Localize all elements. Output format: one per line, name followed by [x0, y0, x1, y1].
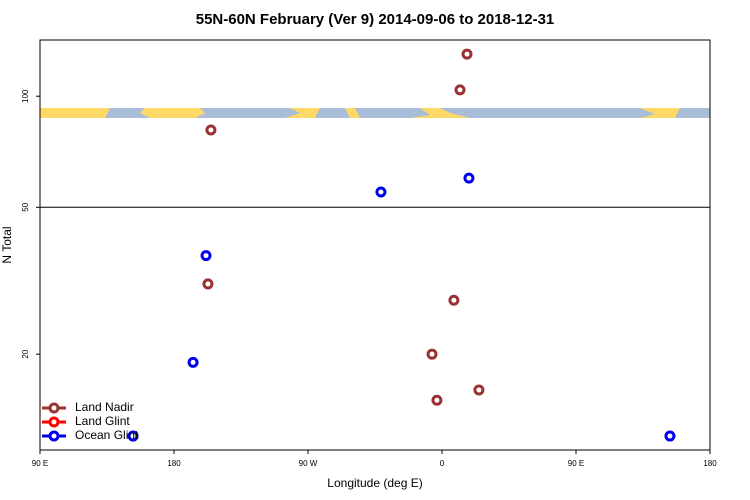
point	[461, 48, 473, 60]
legend-marker	[48, 402, 60, 414]
point	[205, 124, 217, 136]
point	[202, 278, 214, 290]
y-tick-label: 20	[21, 349, 30, 358]
point	[187, 356, 199, 368]
point	[127, 430, 139, 442]
map-strip	[40, 108, 710, 118]
legend-label: Land Glint	[75, 414, 130, 428]
point	[448, 294, 460, 306]
x-tick-label: 90 W	[299, 459, 318, 468]
plot-frame	[39, 39, 711, 451]
point	[454, 84, 466, 96]
chart-title: 55N-60N February (Ver 9) 2014-09-06 to 2…	[196, 11, 555, 28]
point	[664, 430, 676, 442]
x-tick-label: 90 E	[568, 459, 584, 468]
x-tick-label: 180	[167, 459, 181, 468]
y-tick-label: 100	[21, 89, 30, 103]
legend-label: Ocean Glint	[75, 428, 139, 442]
legend-label: Land Nadir	[75, 400, 134, 414]
legend-marker	[48, 430, 60, 442]
y-axis-label: N Total	[0, 226, 14, 263]
x-axis-label: Longitude (deg E)	[327, 476, 422, 490]
legend-marker	[48, 416, 60, 428]
point	[375, 186, 387, 198]
x-tick-label: 90 E	[32, 459, 48, 468]
y-tick-label: 50	[21, 202, 30, 211]
x-tick-label: 0	[440, 459, 445, 468]
x-tick-label: 180	[703, 459, 717, 468]
point	[426, 348, 438, 360]
point	[200, 250, 212, 262]
point	[431, 394, 443, 406]
point	[473, 384, 485, 396]
point	[463, 172, 475, 184]
